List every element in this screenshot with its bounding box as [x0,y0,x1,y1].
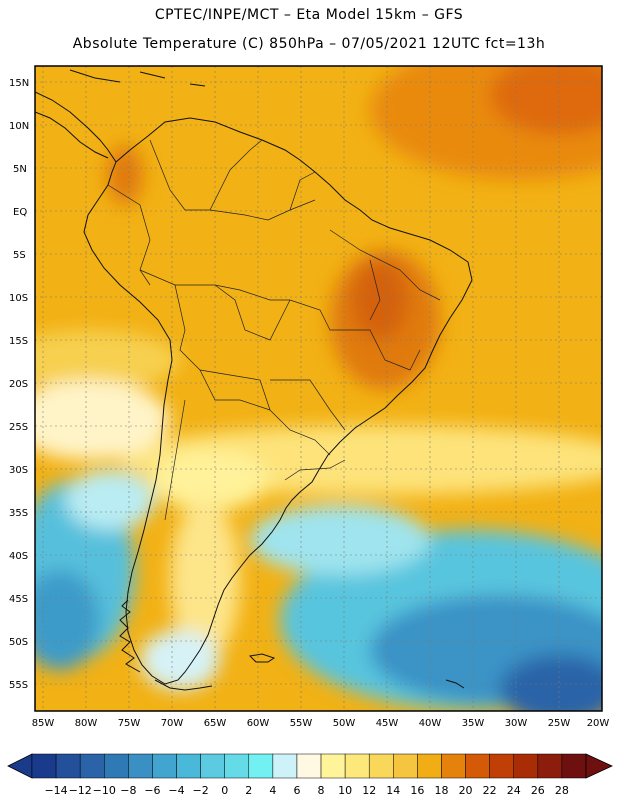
lat-label: 50S [9,637,28,648]
colorbar-cell [417,753,442,779]
colorbar-label: 18 [434,784,448,797]
colorbar-label: 2 [245,784,252,797]
colorbar-label: 16 [410,784,424,797]
colorbar-label: 0 [221,784,228,797]
falkland-islands [248,653,276,663]
tierra-del-fuego [154,679,213,691]
colorbar-cell [152,753,177,779]
colorbar-cell [128,753,153,779]
lat-label: 15S [9,336,28,347]
colorbar-label: −4 [168,784,184,797]
longitude-axis: 85W 80W 75W 70W 65W 60W 55W 50W 45W 40W … [32,718,610,729]
colorbar-high-arrow [585,753,613,779]
colorbar-low-arrow [7,753,33,779]
colorbar-cell [441,753,466,779]
lat-label: 10S [9,293,28,304]
central-america-coast [35,91,117,163]
colorbar-label: −2 [192,784,208,797]
colorbar-cell [296,753,322,779]
colorbar-label: −14 [44,784,67,797]
colorbar-cell [344,753,370,779]
colorbar-label: 4 [269,784,276,797]
lon-label: 35W [462,718,485,729]
colorbar: −14 −12 −10 −8 −6 −4 −2 0 2 4 6 8 10 12 14 16 18 20 22 24 26… [7,753,613,797]
lat-label: 5N [13,164,27,175]
colorbar-label: 14 [386,784,400,797]
chile-fjords [119,599,141,673]
lon-label: 70W [161,718,184,729]
colorbar-cell [31,753,57,779]
lon-label: 30W [505,718,528,729]
lon-label: 65W [204,718,227,729]
colorbar-cell [248,753,274,779]
colorbar-label: −6 [144,784,160,797]
south-georgia [445,679,465,689]
lat-label: 55S [9,680,28,691]
lat-label: 40S [9,551,28,562]
lat-label: EQ [13,207,27,218]
colorbar-cell [224,753,250,779]
lon-label: 85W [32,718,55,729]
lon-label: 60W [247,718,270,729]
lon-label: 55W [290,718,313,729]
lon-label: 50W [333,718,356,729]
colorbar-label: −12 [69,784,92,797]
latitude-axis: 15N 10N 5N EQ 5S 10S 15S 20S 25S 30S 35S… [9,78,29,691]
colorbar-cell [104,753,129,779]
map-frame [34,65,603,712]
colorbar-cell [561,753,587,779]
colorbar-label: 28 [555,784,569,797]
lon-label: 45W [376,718,399,729]
colorbar-cell [176,753,201,779]
colorbar-cell [537,753,563,779]
south-america-coast [83,117,473,685]
title-line-2: Absolute Temperature (C) 850hPa – 07/05/… [72,36,546,52]
country-borders [107,139,441,521]
colorbar-label: −10 [93,784,116,797]
colorbar-label: 20 [459,784,473,797]
colorbar-label: 6 [293,784,300,797]
lon-label: 75W [118,718,141,729]
colorbar-label: 26 [531,784,545,797]
colorbar-label: 22 [483,784,497,797]
lon-label: 20W [587,718,610,729]
colorbar-cell [200,753,225,779]
lat-label: 5S [13,250,26,261]
colorbar-cell [79,753,105,779]
colorbar-label: 24 [507,784,521,797]
colorbar-label: 8 [318,784,325,797]
colorbar-cell [368,753,394,779]
lat-label: 20S [9,379,28,390]
lon-label: 25W [548,718,571,729]
colorbar-label: 12 [362,784,376,797]
colorbar-cell [393,753,418,779]
lat-label: 15N [9,78,29,89]
lat-label: 45S [9,594,28,605]
caribbean-islands [69,69,206,87]
lon-label: 40W [419,718,442,729]
lat-label: 25S [9,422,28,433]
colorbar-cell [513,753,539,779]
colorbar-cell [55,753,81,779]
colorbar-cell [489,753,514,779]
lat-label: 35S [9,508,28,519]
title-line-1: CPTEC/INPE/MCT – Eta Model 15km – GFS [154,7,464,23]
colorbar-cell [320,753,346,779]
colorbar-cell [465,753,490,779]
lat-label: 10N [9,121,29,132]
coastlines [35,69,473,691]
colorbar-label: 10 [338,784,352,797]
colorbar-label: −8 [120,784,136,797]
lon-label: 80W [75,718,98,729]
lat-label: 30S [9,465,28,476]
colorbar-cell [272,753,298,779]
temperature-field [35,66,602,711]
